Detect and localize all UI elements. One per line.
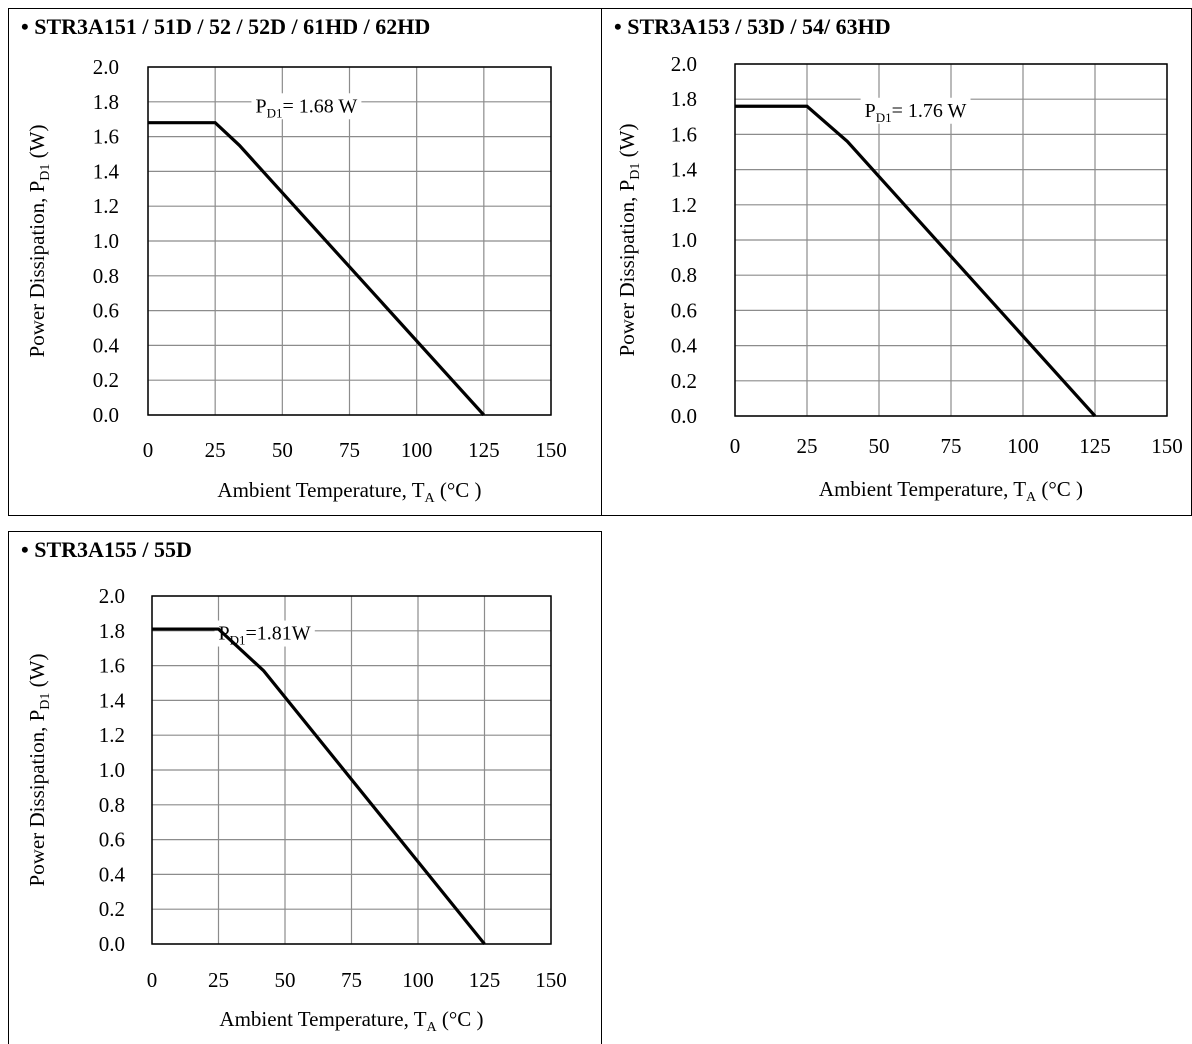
x-axis-label: Ambient Temperature, TA (°C )	[217, 478, 481, 506]
y-tick-label: 1.0	[671, 228, 697, 252]
y-tick-label: 0.6	[671, 298, 697, 322]
x-tick-label: 150	[535, 438, 567, 462]
y-tick-label: 1.2	[671, 193, 697, 217]
chart-panel-2: • STR3A153 / 53D / 54/ 63HD 0.0 0.2 0.4 0.6…	[601, 8, 1192, 516]
chart-panel-3: • STR3A155 / 55D 0.0 0.2 0.4 0.6 0.8 1.0 1.2 1.…	[8, 531, 602, 1044]
y-tick-label: 0.4	[99, 862, 126, 886]
y-tick-label: 1.0	[93, 229, 119, 253]
x-tick-label: 0	[730, 434, 741, 458]
y-tick-label: 1.4	[671, 158, 698, 182]
chart-title: • STR3A155 / 55D	[21, 537, 192, 562]
y-tick-label: 1.2	[99, 723, 125, 747]
y-tick-label: 0.2	[671, 369, 697, 393]
y-tick-label: 1.8	[671, 87, 697, 111]
annotation-background	[860, 97, 971, 124]
y-tick-label: 1.6	[93, 125, 119, 149]
x-tick-label: 25	[208, 968, 229, 992]
y-tick-label: 1.2	[93, 194, 119, 218]
x-tick-label: 0	[147, 968, 158, 992]
y-axis-label: Power Dissipation, PD1 (W)	[615, 124, 643, 357]
x-tick-label: 125	[468, 438, 500, 462]
derating-curve	[735, 104, 1097, 418]
y-tick-label: 0.6	[99, 828, 125, 852]
y-tick-label: 2.0	[93, 55, 119, 79]
y-tick-label: 2.0	[671, 52, 697, 76]
x-tick-label: 50	[275, 968, 296, 992]
chart-canvas: 0.0 0.2 0.4 0.6 0.8 1.0 1.2 1.4 1.6 1.8 2.0 0 25 50 75…	[615, 52, 1183, 505]
x-tick-label: 75	[341, 968, 362, 992]
y-tick-label: 1.4	[93, 159, 120, 183]
y-tick-label: 0.6	[93, 299, 119, 323]
derating-curve	[148, 121, 486, 417]
y-tick-label: 1.8	[93, 90, 119, 114]
x-tick-label: 25	[205, 438, 226, 462]
y-tick-label: 0.0	[99, 932, 125, 956]
plot-frame	[151, 595, 552, 945]
chart-canvas: 0.0 0.2 0.4 0.6 0.8 1.0 1.2 1.4 1.6 1.8 2.0 0 25 50 75…	[25, 55, 567, 506]
y-tick-label: 0.0	[671, 404, 697, 428]
x-tick-label: 50	[869, 434, 890, 458]
y-axis-label: Power Dissipation, PD1 (W)	[25, 654, 53, 887]
x-tick-label: 25	[797, 434, 818, 458]
x-tick-label: 100	[1007, 434, 1039, 458]
x-tick-label: 75	[339, 438, 360, 462]
x-tick-label: 50	[272, 438, 293, 462]
y-tick-label: 0.8	[99, 793, 125, 817]
x-axis-label: Ambient Temperature, TA (°C )	[819, 477, 1083, 505]
chart-panel-1: • STR3A151 / 51D / 52 / 52D / 61HD / 62H…	[8, 8, 602, 516]
y-tick-label: 1.6	[99, 654, 125, 678]
y-axis-label: Power Dissipation, PD1 (W)	[25, 125, 53, 358]
x-tick-label: 150	[535, 968, 567, 992]
y-tick-label: 1.0	[99, 758, 125, 782]
x-tick-label: 150	[1151, 434, 1183, 458]
y-tick-label: 0.4	[671, 334, 698, 358]
chart-canvas: 0.0 0.2 0.4 0.6 0.8 1.0 1.2 1.4 1.6 1.8 2.0 0 25 50 75…	[25, 584, 567, 1035]
y-tick-label: 1.6	[671, 122, 697, 146]
y-tick-label: 1.8	[99, 619, 125, 643]
x-tick-label: 75	[941, 434, 962, 458]
chart-title: • STR3A153 / 53D / 54/ 63HD	[614, 14, 891, 39]
annotation-background	[251, 93, 362, 120]
y-tick-label: 0.2	[93, 368, 119, 392]
x-tick-label: 125	[469, 968, 501, 992]
y-tick-label: 0.0	[93, 403, 119, 427]
y-tick-label: 0.8	[671, 263, 697, 287]
x-tick-label: 100	[401, 438, 433, 462]
y-tick-label: 2.0	[99, 584, 125, 608]
y-tick-label: 0.4	[93, 333, 120, 357]
chart-title: • STR3A151 / 51D / 52 / 52D / 61HD / 62H…	[21, 14, 431, 39]
y-tick-label: 0.2	[99, 897, 125, 921]
plot-frame	[147, 66, 552, 416]
y-tick-label: 1.4	[99, 688, 126, 712]
x-tick-label: 125	[1079, 434, 1111, 458]
derating-curve	[152, 627, 486, 946]
plot-frame	[734, 63, 1168, 417]
y-tick-label: 0.8	[93, 264, 119, 288]
x-tick-label: 100	[402, 968, 434, 992]
power-annotation: PD1= 1.68 W	[255, 95, 357, 120]
x-tick-label: 0	[143, 438, 154, 462]
x-axis-label: Ambient Temperature, TA (°C )	[219, 1007, 483, 1035]
